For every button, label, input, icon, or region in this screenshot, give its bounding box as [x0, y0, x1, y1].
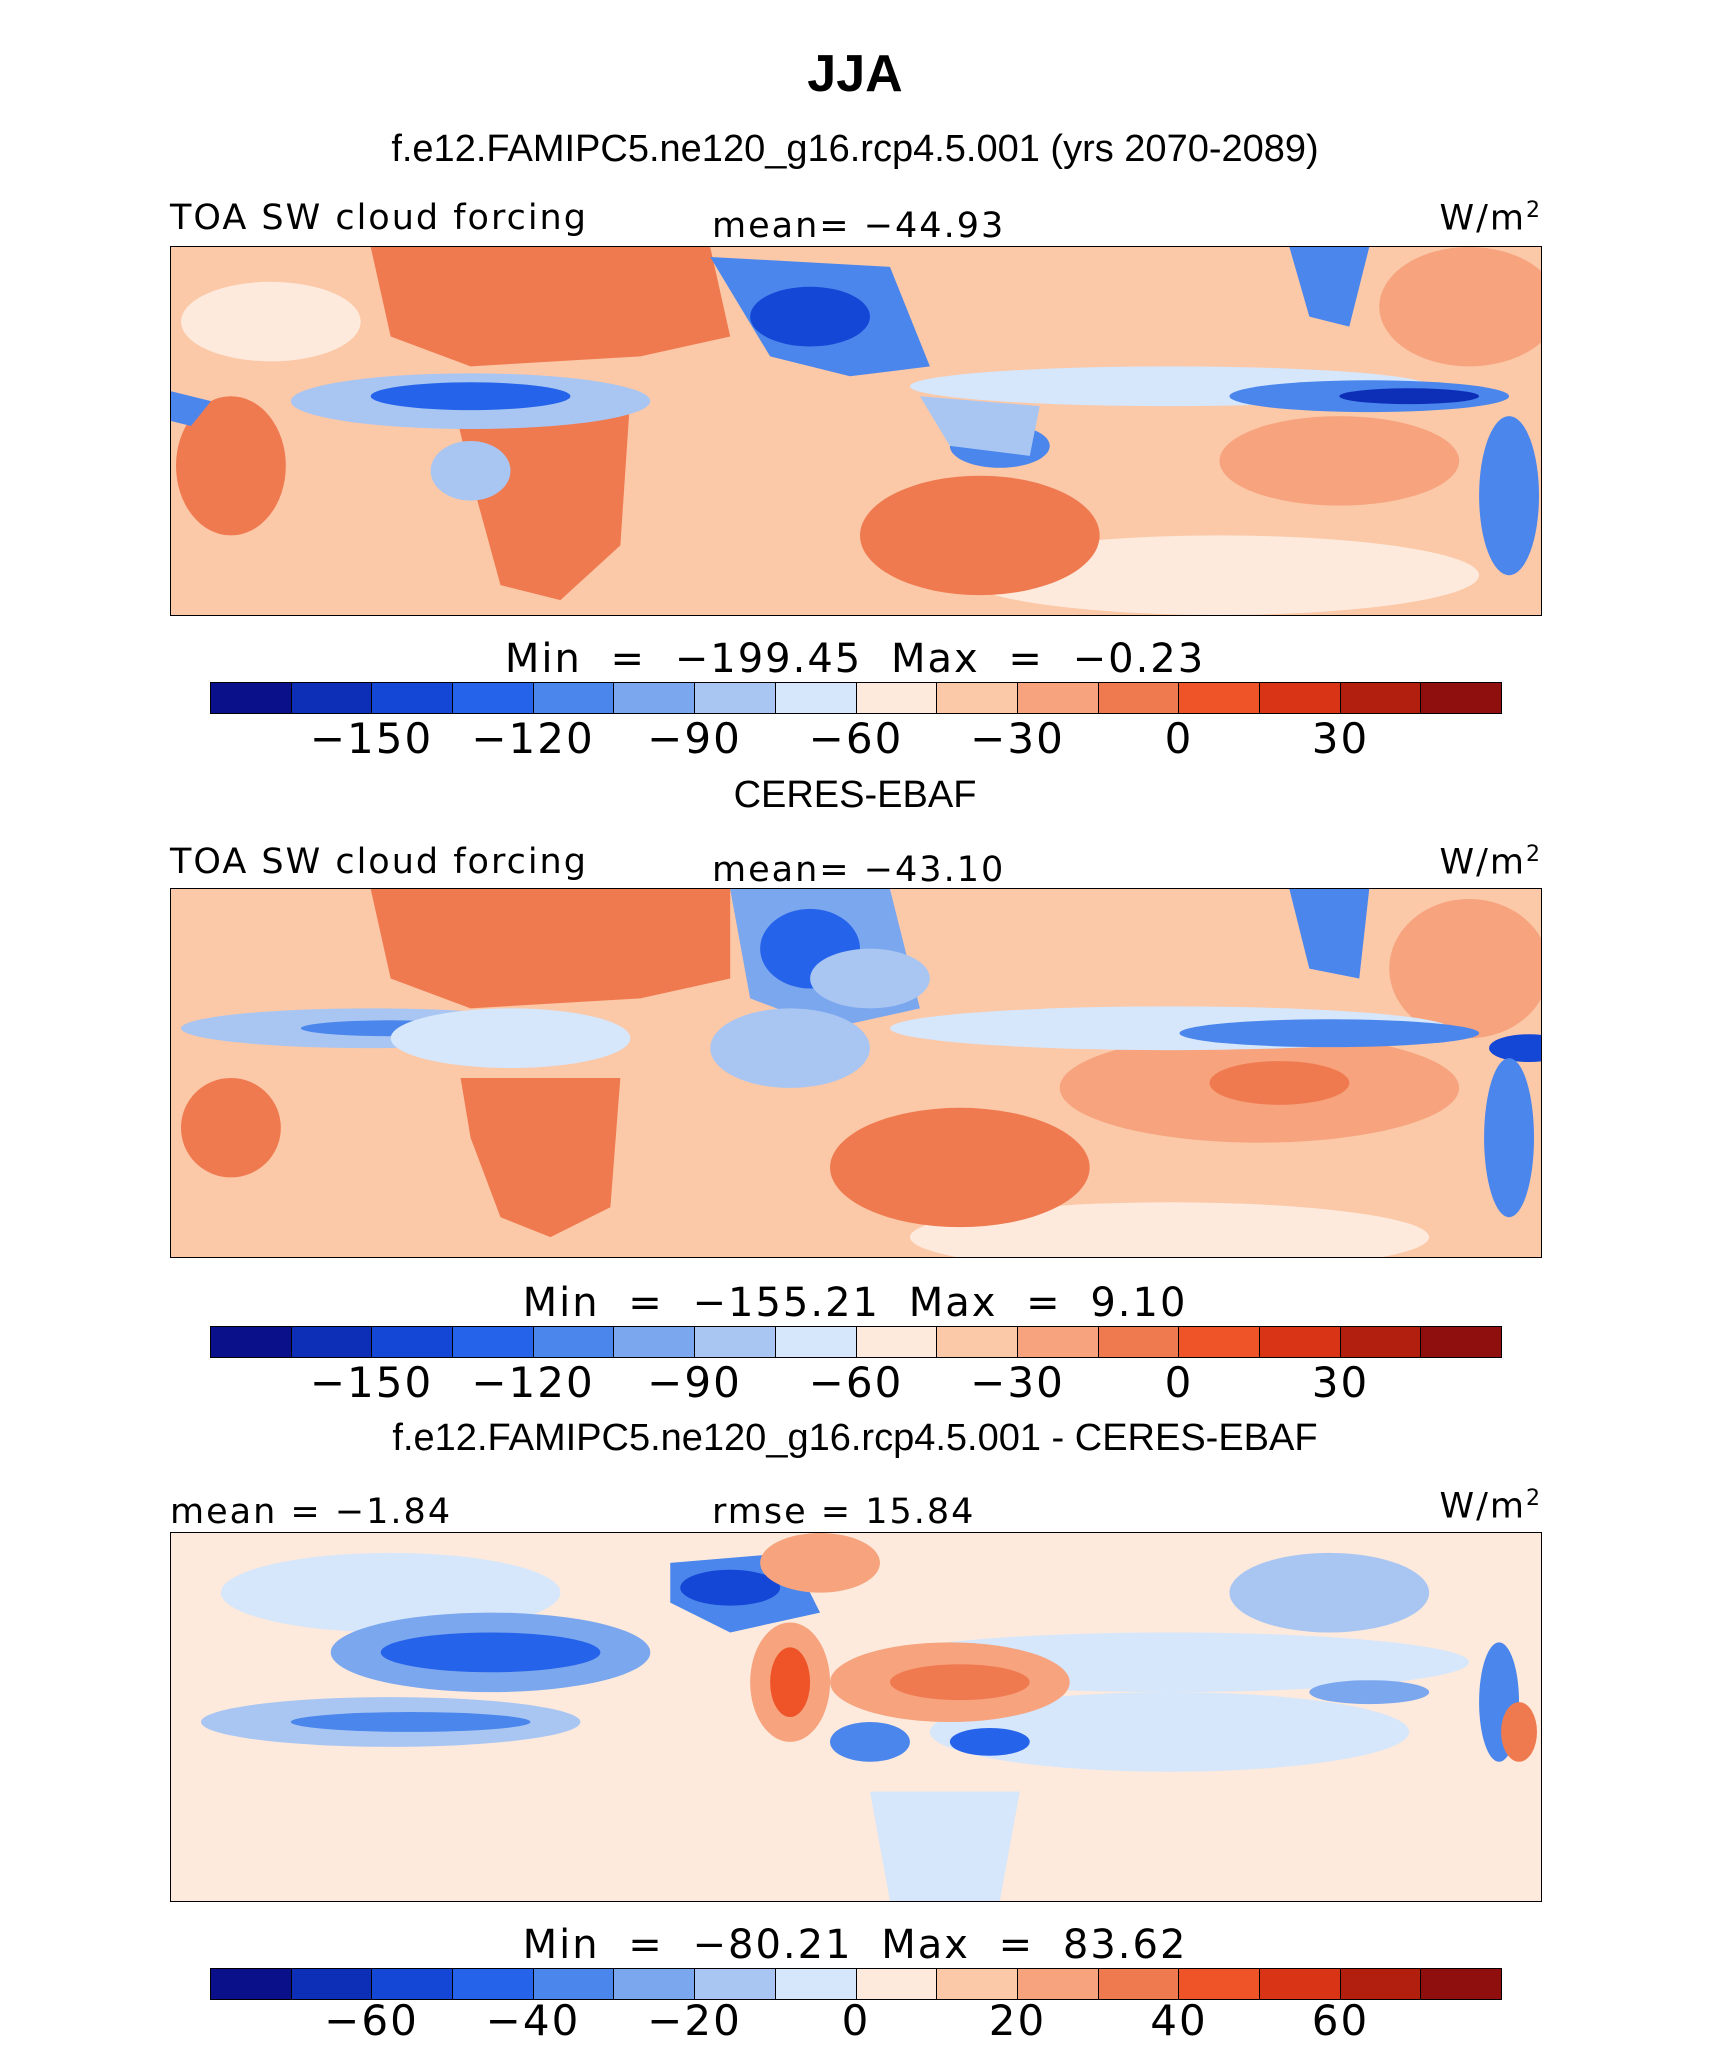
panel2-colorbar-box	[211, 1327, 292, 1357]
panel3-colorbar-box	[937, 1969, 1018, 1999]
panel1-colorbar-box	[856, 683, 938, 713]
panel1-colorbar-box	[1017, 683, 1099, 713]
panel3-colorbar-box	[1017, 1969, 1099, 1999]
panel3-colorbar-box	[533, 1969, 615, 1999]
panel3-colorbar-box	[695, 1969, 776, 1999]
panel2-header: CERES-EBAF	[733, 774, 977, 816]
panel1-colorbar-box	[937, 683, 1018, 713]
panel1-colorbar-ticks: −150 −120 −90 −60 −30 0 30	[210, 714, 1502, 764]
panel1-units: W/m2	[1439, 198, 1542, 239]
panel2-tick-label: −90	[647, 1358, 742, 1407]
panel1-colorbar-box	[1179, 683, 1260, 713]
panel3-colorbar-box	[1340, 1969, 1422, 1999]
panel2-colorbar-box	[1017, 1327, 1099, 1357]
panel1-colorbar-box	[775, 683, 857, 713]
panel2-mean: mean= −43.10	[712, 850, 1006, 890]
panel2-colorbar-box	[1421, 1327, 1501, 1357]
panel3-colorbar-box	[453, 1969, 534, 1999]
panel1-colorbar-box	[1421, 683, 1501, 713]
panel3-contour-field	[171, 1533, 1541, 1901]
panel2-colorbar-box	[291, 1327, 373, 1357]
panel3-colorbar-box	[1179, 1969, 1260, 1999]
panel1-tick-label: 30	[1311, 714, 1370, 763]
panel1-tick-label: −30	[970, 714, 1065, 763]
panel3-colorbar-box	[291, 1969, 373, 1999]
panel2-tick-label: −30	[970, 1358, 1065, 1407]
panel1-variable-label: TOA SW cloud forcing	[170, 198, 588, 238]
panel2-tick-label: 30	[1311, 1358, 1370, 1407]
panel2-variable-label: TOA SW cloud forcing	[170, 842, 588, 882]
panel1-map	[170, 246, 1542, 616]
panel1-tick-label: −120	[471, 714, 595, 763]
panel2-colorbar-box	[1179, 1327, 1260, 1357]
panel2-colorbar-box	[937, 1327, 1018, 1357]
panel3-colorbar-box	[1259, 1969, 1341, 1999]
panel1-colorbar-box	[453, 683, 534, 713]
panel3-colorbar-box	[372, 1969, 454, 1999]
panel3-mean: mean = −1.84	[170, 1492, 453, 1532]
panel1-minmax: Min = −199.45 Max = −0.23	[504, 636, 1206, 682]
panel3-tick-label: −60	[324, 1996, 419, 2045]
panel2-tick-label: 0	[1164, 1358, 1194, 1407]
panel3-tick-label: −40	[485, 1996, 581, 2045]
panel1-contour-field	[171, 247, 1541, 615]
panel1-mean: mean= −44.93	[712, 206, 1006, 246]
panel1-tick-label: −90	[647, 714, 742, 763]
panel1-colorbar-box	[1098, 683, 1180, 713]
panel3-colorbar-box	[211, 1969, 292, 1999]
panel1-colorbar-box	[1340, 683, 1422, 713]
panel1-header: f.e12.FAMIPC5.ne120_g16.rcp4.5.001 (yrs …	[391, 128, 1319, 170]
panel2-colorbar-box	[775, 1327, 857, 1357]
panel3-units: W/m2	[1439, 1486, 1542, 1527]
panel1-colorbar-box	[291, 683, 373, 713]
panel2-colorbar-ticks: −150 −120 −90 −60 −30 0 30	[210, 1358, 1502, 1408]
panel2-colorbar-box	[372, 1327, 454, 1357]
panel3-colorbar-box	[1421, 1969, 1501, 1999]
panel3-tick-label: −20	[647, 1996, 742, 2045]
panel3-map	[170, 1532, 1542, 1902]
panel3-rmse: rmse = 15.84	[712, 1492, 976, 1532]
panel2-contour-field	[171, 889, 1541, 1257]
panel1-tick-label: 0	[1164, 714, 1194, 763]
panel2-colorbar-box	[453, 1327, 534, 1357]
panel2-colorbar-box	[695, 1327, 776, 1357]
panel3-tick-label: 60	[1311, 1996, 1370, 2045]
panel3-colorbar-box	[856, 1969, 938, 1999]
panel2-map	[170, 888, 1542, 1258]
figure-title: JJA	[807, 45, 903, 103]
panel1-colorbar	[210, 682, 1502, 714]
panel3-tick-label: 40	[1150, 1996, 1208, 2045]
panel2-minmax: Min = −155.21 Max = 9.10	[522, 1280, 1188, 1326]
panel2-colorbar	[210, 1326, 1502, 1358]
panel3-minmax: Min = −80.21 Max = 83.62	[522, 1922, 1188, 1968]
panel1-tick-label: −150	[309, 714, 434, 763]
panel2-colorbar-box	[533, 1327, 615, 1357]
panel2-tick-label: −60	[808, 1358, 904, 1407]
panel1-colorbar-box	[614, 683, 696, 713]
panel2-tick-label: −120	[471, 1358, 595, 1407]
panel1-colorbar-box	[695, 683, 776, 713]
panel3-tick-label: 20	[988, 1996, 1047, 2045]
panel3-colorbar-box	[775, 1969, 857, 1999]
panel3-colorbar-box	[614, 1969, 696, 1999]
panel2-colorbar-box	[856, 1327, 938, 1357]
panel1-colorbar-box	[372, 683, 454, 713]
panel2-tick-label: −150	[309, 1358, 434, 1407]
panel3-tick-label: 0	[841, 1996, 871, 2045]
panel3-header: f.e12.FAMIPC5.ne120_g16.rcp4.5.001 - CER…	[392, 1417, 1318, 1459]
panel3-colorbar	[210, 1968, 1502, 2000]
panel3-colorbar-ticks: −60 −40 −20 0 20 40 60	[210, 1996, 1502, 2046]
panel2-colorbar-box	[614, 1327, 696, 1357]
panel1-colorbar-box	[211, 683, 292, 713]
panel1-colorbar-box	[533, 683, 615, 713]
panel3-colorbar-box	[1098, 1969, 1180, 1999]
panel2-colorbar-box	[1340, 1327, 1422, 1357]
panel1-tick-label: −60	[808, 714, 904, 763]
panel1-colorbar-box	[1259, 683, 1341, 713]
panel2-colorbar-box	[1098, 1327, 1180, 1357]
panel2-colorbar-box	[1259, 1327, 1341, 1357]
panel2-units: W/m2	[1439, 842, 1542, 883]
